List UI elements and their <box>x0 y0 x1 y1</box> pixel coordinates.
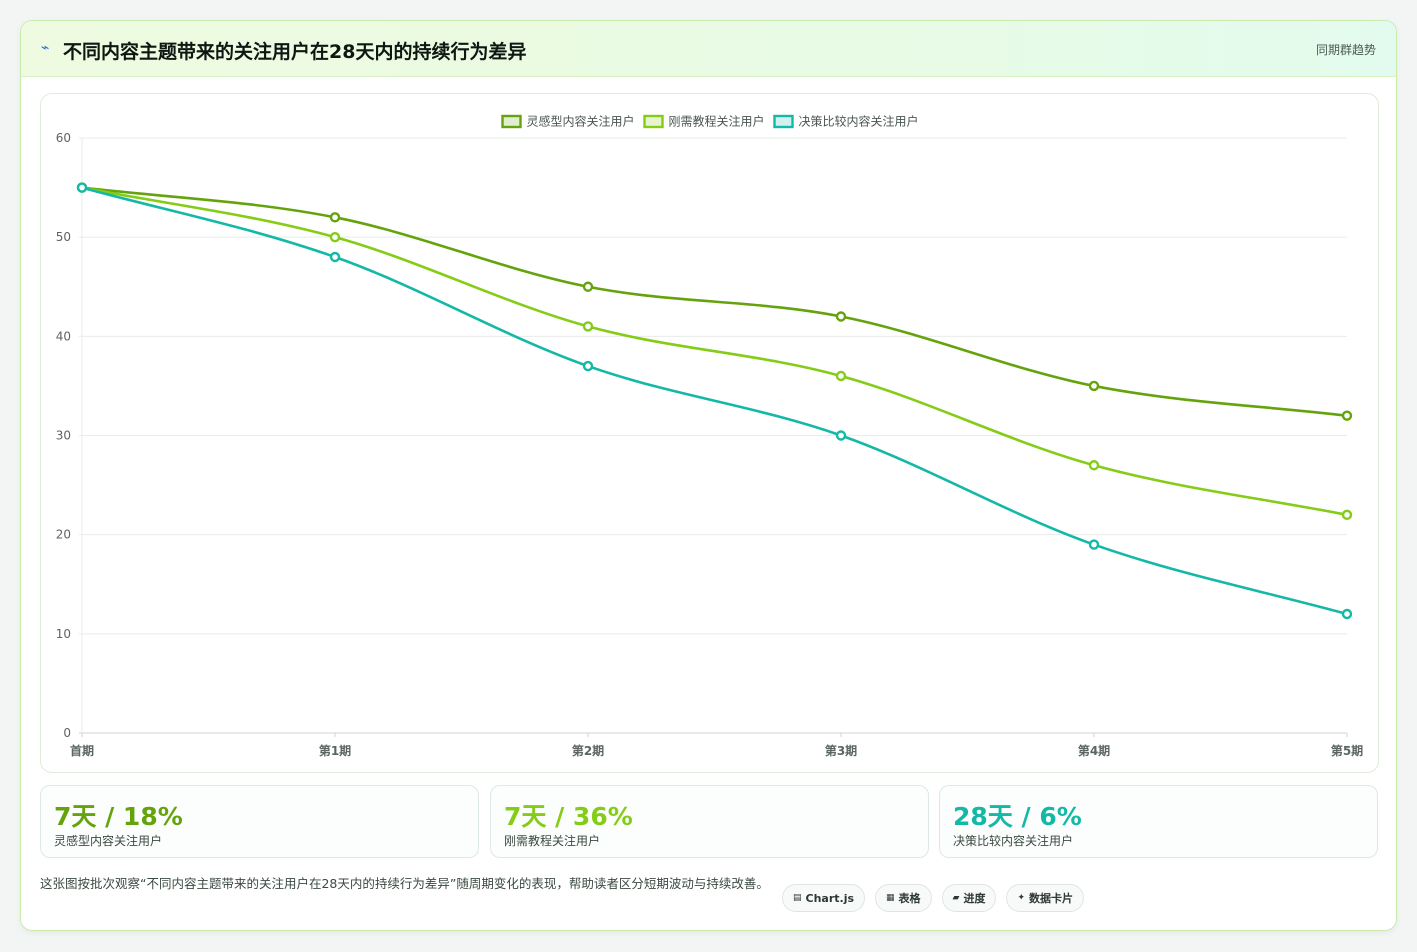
y-tick-label: 50 <box>56 230 71 244</box>
legend-label: 刚需教程关注用户 <box>668 114 764 129</box>
stat-label: 灵感型内容关注用户 <box>54 834 163 848</box>
data-point <box>835 370 847 382</box>
data-point <box>329 212 341 223</box>
data-point <box>582 360 594 372</box>
stat-value: 28天 / 6% <box>953 802 1082 831</box>
data-point <box>329 251 341 263</box>
chart-container: 0 10 20 30 40 50 60 首期 第1期 第2期 第3期 第4期 第5期 灵感型内容关注用户 刚… <box>40 93 1379 773</box>
y-tick-label: 40 <box>56 329 71 343</box>
x-tick-label: 第1期 <box>319 743 351 758</box>
series-line-1 <box>81 186 1348 417</box>
progress-icon: ▰ <box>952 893 960 903</box>
stat-label: 刚需教程关注用户 <box>504 834 601 848</box>
chart-description: 这张图按批次观察“不同内容主题带来的关注用户在28天内的持续行为差异”随周期变化… <box>40 876 769 891</box>
data-point <box>1341 410 1353 421</box>
chip-chartjs[interactable]: ▤ Chart.js <box>782 884 866 912</box>
data-point <box>1341 509 1353 521</box>
y-tick-label: 30 <box>56 429 71 443</box>
legend-label: 决策比较内容关注用户 <box>799 114 919 129</box>
chip-data-card[interactable]: ✦ 数据卡片 <box>1006 884 1085 912</box>
x-tick-label: 第3期 <box>825 743 857 758</box>
data-point <box>1341 608 1353 620</box>
chip-label: 进度 <box>963 892 986 905</box>
data-point <box>835 311 847 322</box>
chart-card: ⌁ 不同内容主题带来的关注用户在28天内的持续行为差异 同期群趋势 0 10 20 3… <box>20 20 1397 931</box>
legend-swatch <box>773 114 794 129</box>
data-point <box>582 321 594 332</box>
x-tick-label: 第2期 <box>572 743 604 758</box>
series-line-3 <box>81 186 1348 616</box>
data-point <box>1088 460 1100 471</box>
legend-label: 灵感型内容关注用户 <box>526 114 634 129</box>
y-tick-label: 10 <box>56 627 71 641</box>
trend-spark-icon: ⌁ <box>41 40 50 56</box>
stat-value: 7天 / 36% <box>504 802 633 831</box>
y-tick-label: 0 <box>63 726 71 740</box>
chip-table[interactable]: ▦ 表格 <box>875 884 932 912</box>
x-tick-label: 首期 <box>70 743 94 758</box>
chip-label: Chart.js <box>805 891 855 905</box>
legend-swatch <box>501 114 522 129</box>
stat-card-3: 28天 / 6% 决策比较内容关注用户 <box>939 785 1378 858</box>
stat-card-1: 7天 / 18% 灵感型内容关注用户 <box>40 785 479 858</box>
data-point <box>582 281 594 292</box>
page-title: 不同内容主题带来的关注用户在28天内的持续行为差异 <box>63 41 527 63</box>
data-point <box>835 430 847 441</box>
data-point <box>76 182 88 193</box>
y-tick-label: 60 <box>56 131 71 145</box>
sparkle-icon: ✦ <box>1017 893 1026 903</box>
y-tick-label: 20 <box>56 528 71 542</box>
stat-value: 7天 / 18% <box>54 802 183 831</box>
chip-label: 数据卡片 <box>1029 892 1074 905</box>
stat-label: 决策比较内容关注用户 <box>953 834 1074 848</box>
chip-progress[interactable]: ▰ 进度 <box>941 884 997 912</box>
data-point <box>329 231 341 243</box>
card-header: ⌁ 不同内容主题带来的关注用户在28天内的持续行为差异 同期群趋势 <box>21 21 1396 77</box>
table-icon: ▦ <box>886 893 895 903</box>
header-tag: 同期群趋势 <box>1315 43 1376 57</box>
data-point <box>1088 380 1100 392</box>
x-tick-label: 第4期 <box>1078 743 1110 758</box>
chart-icon: ▤ <box>793 893 802 903</box>
chip-label: 表格 <box>898 892 921 905</box>
stat-card-2: 7天 / 36% 刚需教程关注用户 <box>490 785 929 858</box>
legend-swatch <box>643 114 664 129</box>
x-tick-label: 第5期 <box>1331 743 1363 758</box>
line-chart: 0 10 20 30 40 50 60 首期 第1期 第2期 第3期 第4期 第5期 灵感型内容关注用户 刚… <box>56 114 1363 759</box>
series-line-2 <box>81 186 1348 517</box>
data-point <box>1088 539 1100 550</box>
chip-list: ▤ Chart.js ▦ 表格 ▰ 进度 ✦ 数据卡片 <box>782 884 1085 912</box>
